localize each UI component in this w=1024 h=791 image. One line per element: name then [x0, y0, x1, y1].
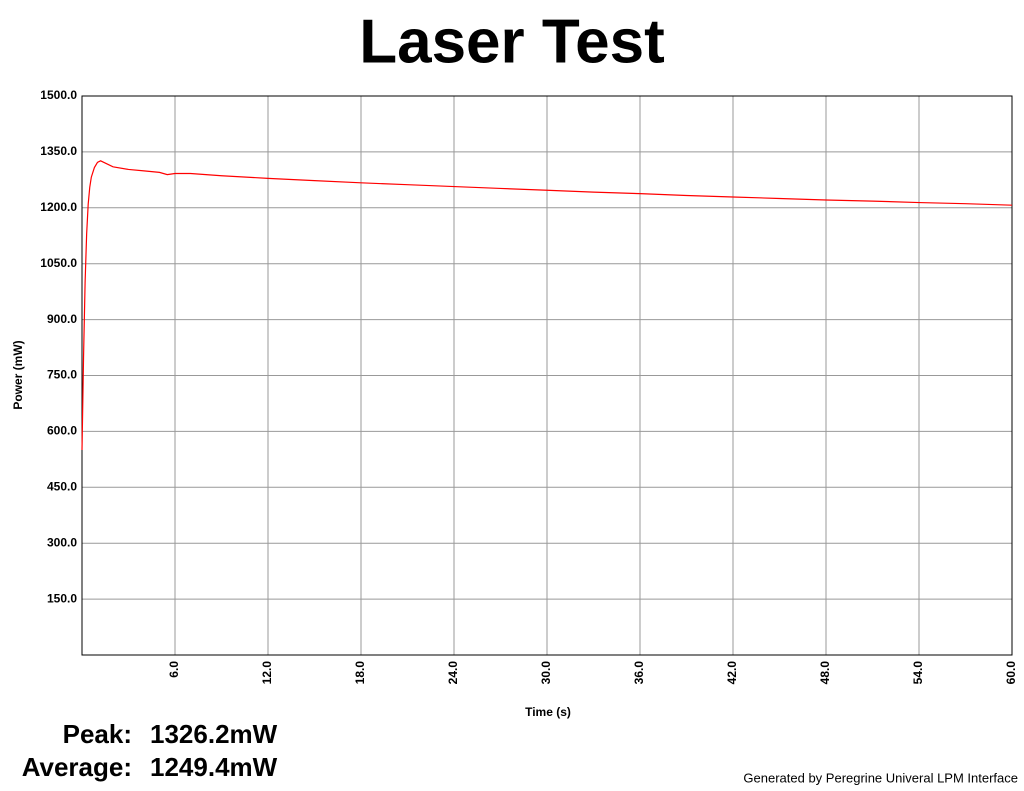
- x-tick-label: 12.0: [260, 661, 274, 685]
- x-tick-label: 6.0: [167, 661, 181, 678]
- x-tick-label: 60.0: [1004, 661, 1018, 685]
- y-tick-label: 1350.0: [40, 144, 77, 158]
- y-tick-label: 750.0: [47, 368, 77, 382]
- x-axis-label: Time (s): [525, 705, 571, 719]
- x-tick-label: 30.0: [539, 661, 553, 685]
- x-tick-label: 54.0: [911, 661, 925, 685]
- chart-title: Laser Test: [359, 7, 665, 76]
- stat-label: Average:: [22, 752, 132, 782]
- x-tick-label: 36.0: [632, 661, 646, 685]
- y-tick-label: 1200.0: [40, 200, 77, 214]
- y-tick-label: 450.0: [47, 479, 77, 493]
- x-tick-label: 48.0: [818, 661, 832, 685]
- y-tick-label: 1050.0: [40, 256, 77, 270]
- footer: Generated by Peregrine Univeral LPM Inte…: [743, 770, 1018, 785]
- y-axis-label: Power (mW): [11, 340, 25, 409]
- x-tick-label: 42.0: [725, 661, 739, 685]
- y-tick-label: 150.0: [47, 591, 77, 605]
- y-tick-label: 1500.0: [40, 88, 77, 102]
- data-line: [81, 160, 1013, 451]
- y-tick-label: 600.0: [47, 424, 77, 438]
- stat-label: Peak:: [63, 719, 132, 749]
- stat-value: 1326.2mW: [150, 719, 278, 749]
- y-tick-label: 900.0: [47, 312, 77, 326]
- y-tick-label: 300.0: [47, 535, 77, 549]
- stat-value: 1249.4mW: [150, 752, 278, 782]
- x-tick-label: 24.0: [446, 661, 460, 685]
- x-tick-label: 18.0: [353, 661, 367, 685]
- plot-frame: [81, 95, 1013, 656]
